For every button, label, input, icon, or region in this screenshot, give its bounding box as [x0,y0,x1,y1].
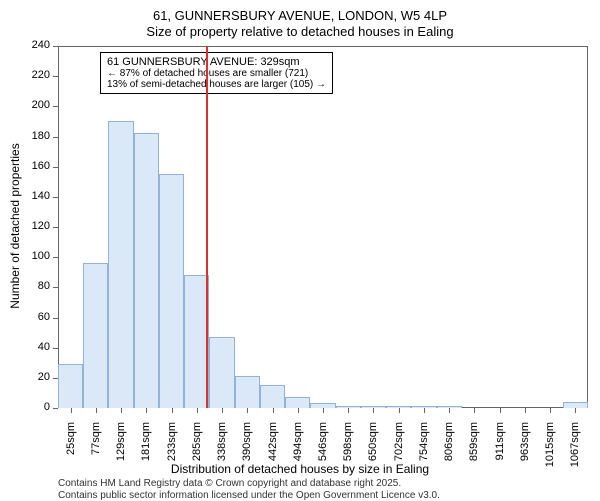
x-tick [323,408,324,413]
x-tick-label: 598sqm [342,422,354,472]
histogram-bar [159,174,184,408]
x-tick [247,408,248,413]
x-tick-label: 963sqm [519,422,531,472]
x-tick [500,408,501,413]
x-tick-label: 806sqm [443,422,455,472]
x-tick-label: 233sqm [166,422,178,472]
x-tick-label: 911sqm [494,422,506,472]
x-tick [71,408,72,413]
y-tick-label: 100 [23,250,50,262]
x-tick [399,408,400,413]
y-tick-label: 120 [23,220,50,232]
y-tick-label: 80 [23,280,50,292]
y-tick [53,318,58,319]
x-tick [222,408,223,413]
y-tick-label: 200 [23,99,50,111]
x-tick-label: 494sqm [292,422,304,472]
x-tick [197,408,198,413]
histogram-bar [285,397,310,408]
y-tick-label: 0 [23,401,50,413]
annotation-line-1: ← 87% of detached houses are smaller (72… [107,68,326,79]
annotation-box: 61 GUNNERSBURY AVENUE: 329sqm ← 87% of d… [100,52,333,94]
x-tick [172,408,173,413]
x-tick-label: 1067sqm [569,422,581,472]
x-tick-label: 77sqm [90,422,102,472]
x-tick [121,408,122,413]
histogram-bar [235,376,260,408]
histogram-bar [58,364,83,408]
chart-title: 61, GUNNERSBURY AVENUE, LONDON, W5 4LP [0,0,600,23]
y-tick-label: 60 [23,311,50,323]
x-tick [474,408,475,413]
x-tick-label: 1015sqm [544,422,556,472]
x-tick [550,408,551,413]
x-tick-label: 546sqm [317,422,329,472]
y-tick-label: 140 [23,190,50,202]
y-tick-label: 160 [23,160,50,172]
y-tick-label: 220 [23,69,50,81]
x-tick [424,408,425,413]
y-tick [53,257,58,258]
x-tick [449,408,450,413]
x-tick-label: 702sqm [393,422,405,472]
x-tick-label: 129sqm [115,422,127,472]
x-tick [525,408,526,413]
y-tick [53,197,58,198]
annotation-line-2: 13% of semi-detached houses are larger (… [107,79,326,90]
y-tick-label: 180 [23,130,50,142]
y-tick [53,287,58,288]
y-tick-label: 20 [23,371,50,383]
x-tick-label: 390sqm [241,422,253,472]
footer-line-2: Contains public sector information licen… [58,490,440,501]
footer-line-1: Contains HM Land Registry data © Crown c… [58,478,401,489]
x-tick [348,408,349,413]
x-tick-label: 442sqm [267,422,279,472]
x-tick [373,408,374,413]
y-tick [53,348,58,349]
x-tick [273,408,274,413]
marker-line [206,46,208,408]
histogram-bar [83,263,108,408]
y-tick-label: 240 [23,39,50,51]
histogram-bar [209,337,234,408]
x-tick-label: 650sqm [367,422,379,472]
x-tick-label: 285sqm [191,422,203,472]
y-tick [53,106,58,107]
histogram-bar [260,385,285,408]
y-tick [53,137,58,138]
histogram-bar [134,133,159,408]
y-tick [53,408,58,409]
x-tick [146,408,147,413]
x-tick [298,408,299,413]
x-tick-label: 754sqm [418,422,430,472]
y-tick [53,76,58,77]
annotation-title: 61 GUNNERSBURY AVENUE: 329sqm [107,56,326,68]
x-tick-label: 25sqm [65,422,77,472]
y-tick [53,46,58,47]
x-tick-label: 181sqm [140,422,152,472]
histogram-bar [108,121,133,408]
y-tick-label: 40 [23,341,50,353]
x-tick [575,408,576,413]
y-tick [53,167,58,168]
y-tick [53,227,58,228]
x-tick-label: 859sqm [468,422,480,472]
y-axis-label: Number of detached properties [8,136,22,316]
chart-subtitle: Size of property relative to detached ho… [0,23,600,39]
x-tick-label: 338sqm [216,422,228,472]
x-tick [96,408,97,413]
